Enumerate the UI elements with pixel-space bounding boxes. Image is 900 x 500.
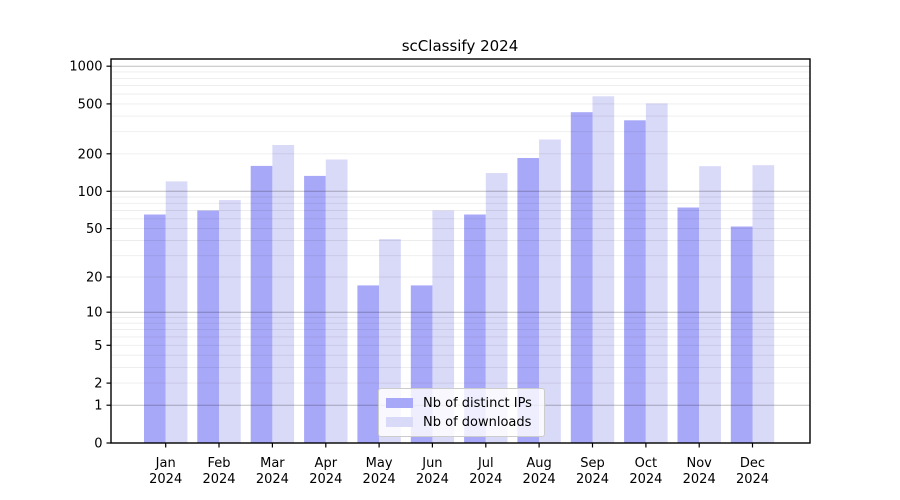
x-tick-label-year: 2024 xyxy=(309,472,342,487)
bar-distinct-ips-may xyxy=(357,285,380,443)
bar-distinct-ips-mar xyxy=(250,165,273,443)
y-tick-label: 0 xyxy=(94,437,102,452)
bar-distinct-ips-jul xyxy=(464,214,486,443)
legend-row-downloads: Nb of downloads xyxy=(386,415,537,430)
y-tick-label: 5 xyxy=(94,339,102,354)
x-tick-label-month: Dec xyxy=(740,456,765,471)
bar-distinct-ips-oct xyxy=(624,120,646,444)
x-tick-label-year: 2024 xyxy=(202,472,235,487)
bar-downloads-jun xyxy=(432,210,455,443)
bar-downloads-apr xyxy=(325,159,348,443)
x-tick-label-month: Jan xyxy=(155,456,176,471)
x-tick-label-month: Oct xyxy=(635,456,657,471)
bar-downloads-aug xyxy=(539,139,561,443)
y-tick-label: 20 xyxy=(86,271,103,286)
bar-distinct-ips-feb xyxy=(197,210,219,443)
bar-downloads-jan xyxy=(165,181,188,443)
x-tick-label-year: 2024 xyxy=(629,472,662,487)
legend-swatch-distinct-ips xyxy=(386,398,413,408)
x-tick-label-month: Feb xyxy=(207,456,230,471)
x-tick-label-month: Nov xyxy=(687,456,713,471)
x-tick-label-year: 2024 xyxy=(683,472,716,487)
bar-downloads-sep xyxy=(592,96,615,444)
x-tick-label-month: Jun xyxy=(421,456,442,471)
legend-swatch-downloads xyxy=(386,417,413,427)
bar-distinct-ips-apr xyxy=(304,175,326,443)
bar-downloads-nov xyxy=(699,166,721,443)
bar-downloads-mar xyxy=(272,145,295,443)
chart-title: scClassify 2024 xyxy=(401,37,519,55)
x-tick-label-year: 2024 xyxy=(416,472,449,487)
y-tick-label: 1 xyxy=(94,399,102,414)
bar-distinct-ips-jan xyxy=(144,214,166,443)
y-tick-label: 10 xyxy=(86,306,103,321)
x-tick-label-year: 2024 xyxy=(736,472,769,487)
bar-downloads-oct xyxy=(645,103,668,444)
y-tick-label: 100 xyxy=(78,185,103,200)
bar-distinct-ips-dec xyxy=(730,226,753,443)
bar-downloads-jul xyxy=(485,173,508,443)
bar-distinct-ips-nov xyxy=(677,207,700,443)
x-tick-label-month: May xyxy=(366,456,393,471)
bar-distinct-ips-aug xyxy=(517,158,540,443)
x-tick-label-year: 2024 xyxy=(149,472,182,487)
legend: Nb of distinct IPs Nb of downloads xyxy=(378,388,545,437)
x-tick-label-year: 2024 xyxy=(576,472,609,487)
y-tick-label: 200 xyxy=(78,147,103,162)
legend-label-distinct-ips: Nb of distinct IPs xyxy=(423,395,532,411)
y-tick-label: 50 xyxy=(86,222,103,237)
x-tick-label-month: Apr xyxy=(315,456,338,471)
y-tick-label: 1000 xyxy=(69,60,102,75)
legend-row-distinct-ips: Nb of distinct IPs xyxy=(386,396,537,411)
x-tick-label-month: Mar xyxy=(260,456,285,471)
bar-downloads-feb xyxy=(219,200,241,443)
y-tick-label: 2 xyxy=(94,377,102,392)
x-tick-label-month: Jul xyxy=(477,456,494,471)
x-tick-label-month: Aug xyxy=(526,456,551,471)
x-tick-label-year: 2024 xyxy=(363,472,396,487)
x-tick-label-year: 2024 xyxy=(469,472,502,487)
legend-label-downloads: Nb of downloads xyxy=(423,414,532,430)
bar-distinct-ips-sep xyxy=(570,112,593,443)
y-tick-label: 500 xyxy=(78,97,103,112)
bar-downloads-dec xyxy=(752,165,775,443)
plot-border xyxy=(110,58,811,444)
x-tick-label-month: Sep xyxy=(580,456,605,471)
x-tick-label-year: 2024 xyxy=(256,472,289,487)
x-tick-label-year: 2024 xyxy=(523,472,556,487)
